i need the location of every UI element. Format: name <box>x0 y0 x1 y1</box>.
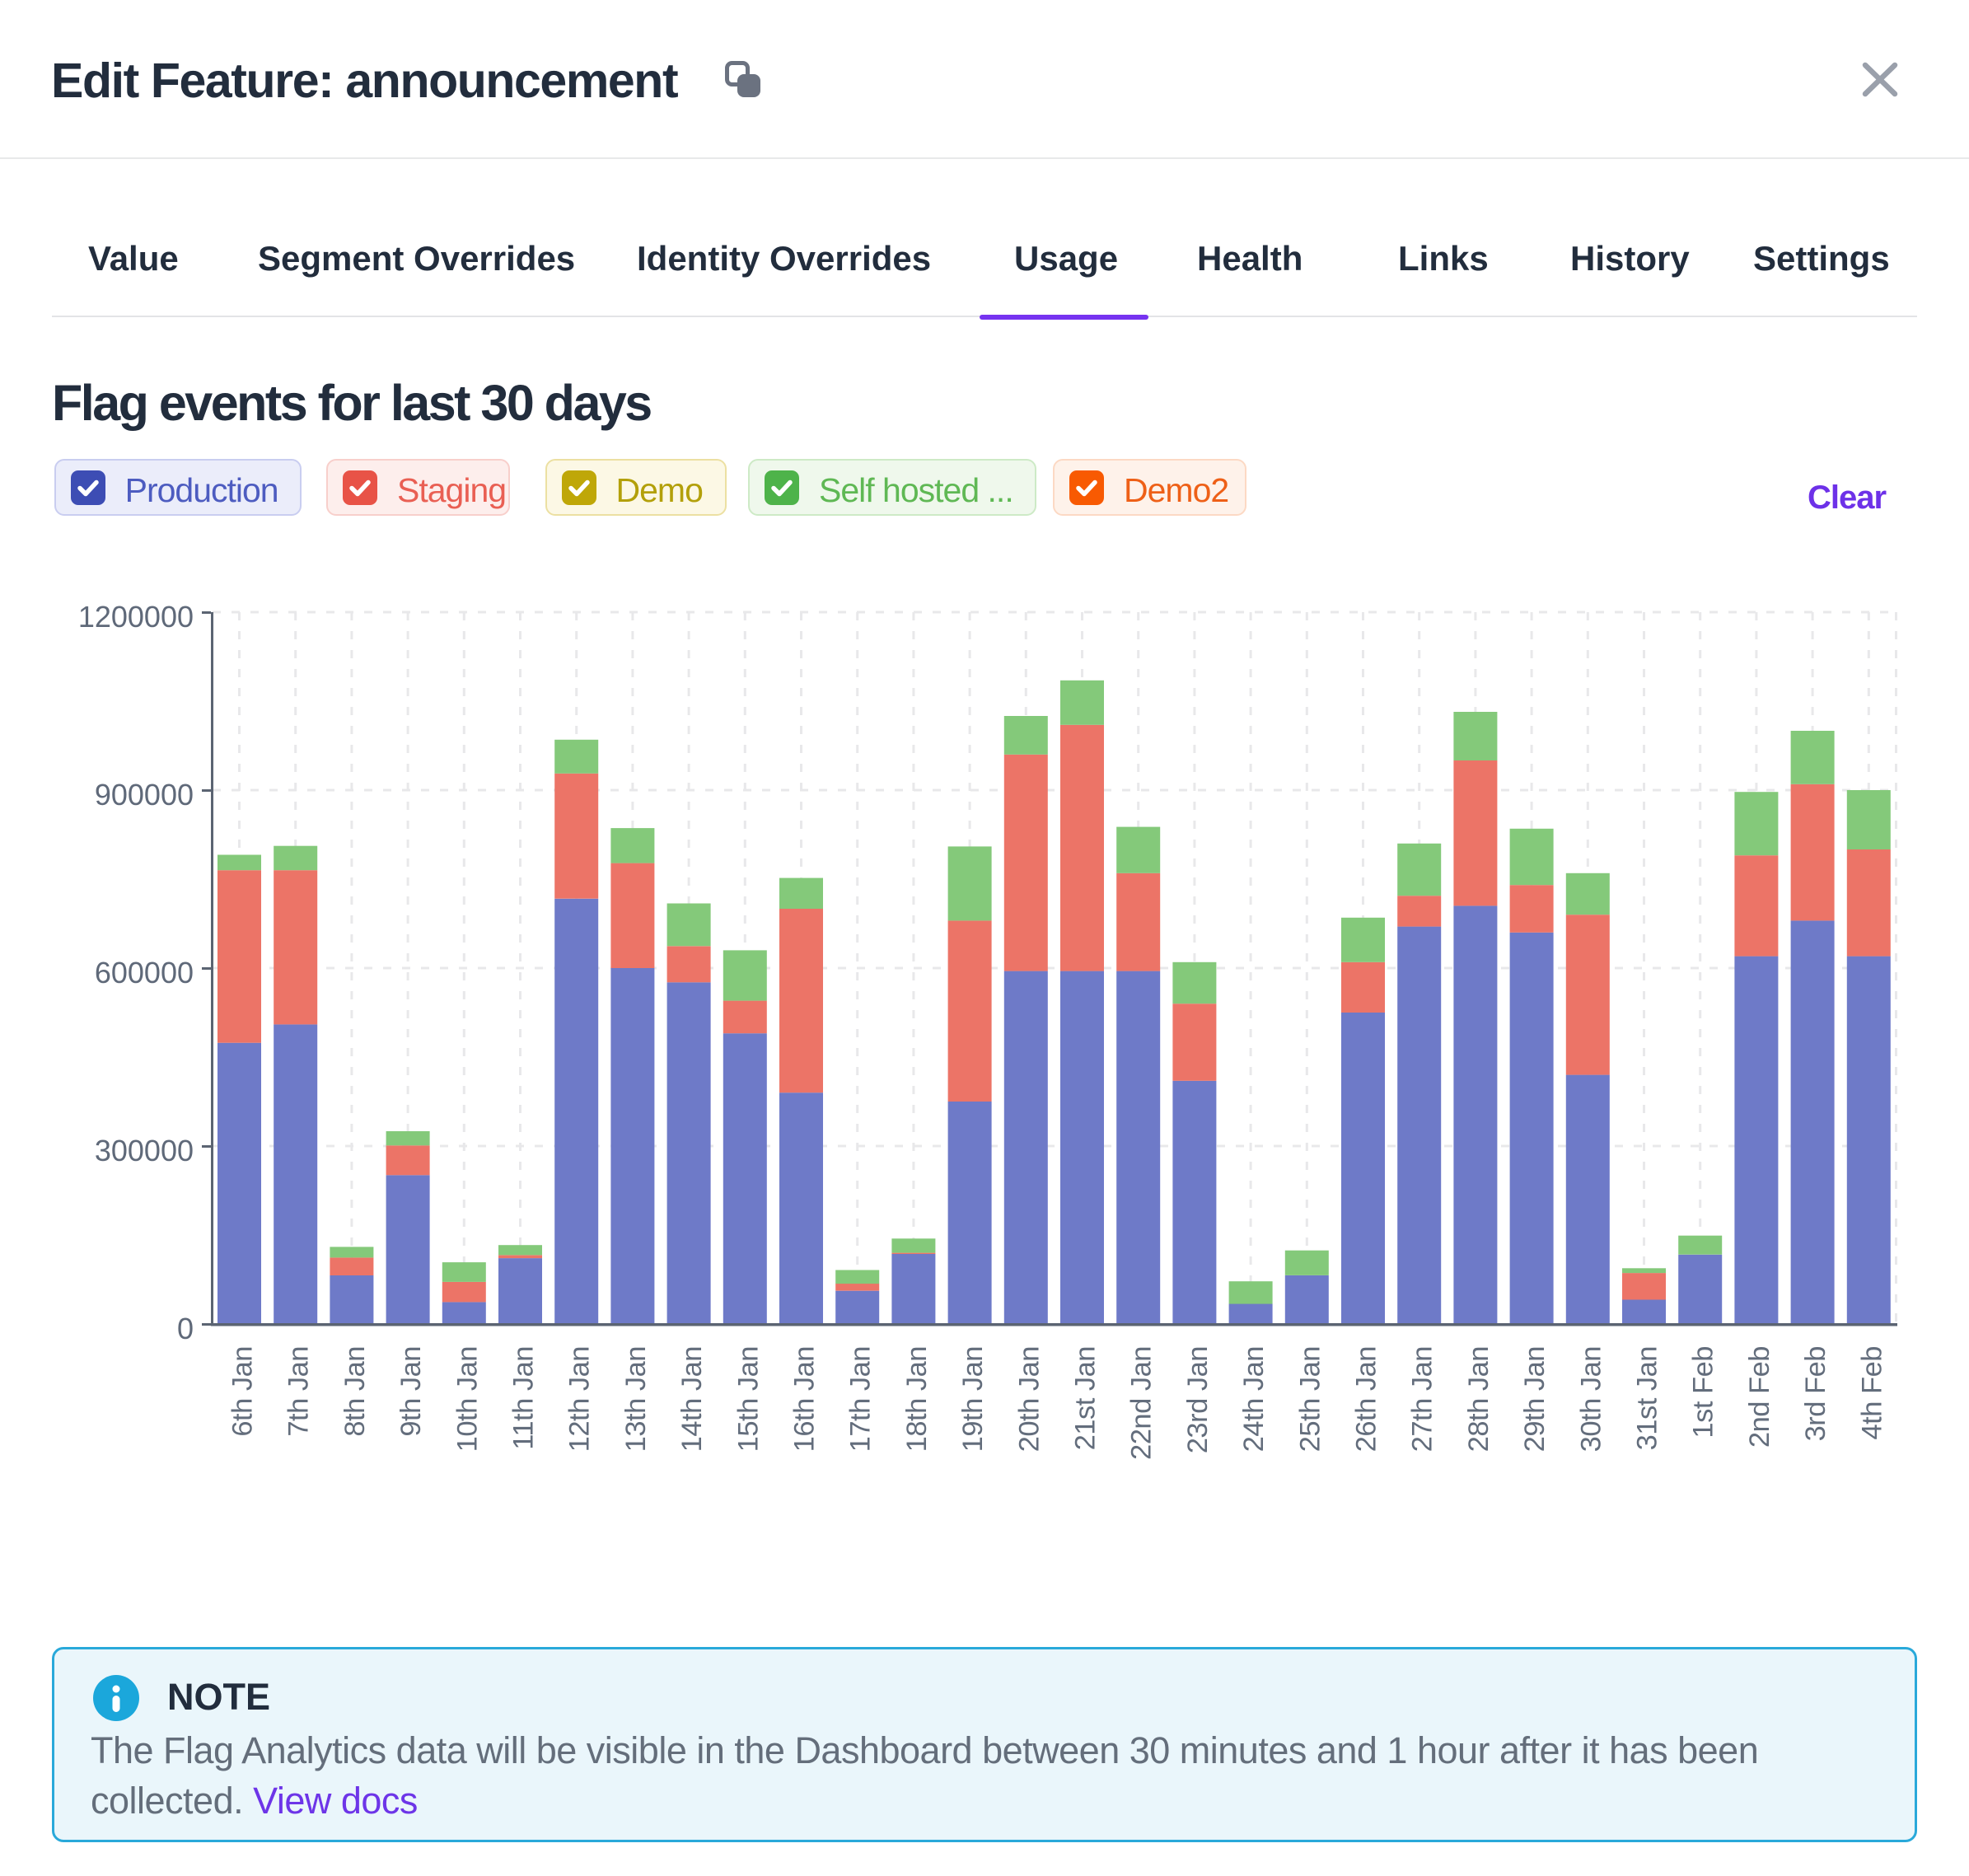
svg-text:30th Jan: 30th Jan <box>1575 1346 1607 1452</box>
svg-text:20th Jan: 20th Jan <box>1013 1346 1045 1452</box>
svg-text:24th Jan: 24th Jan <box>1238 1346 1270 1452</box>
svg-text:10th Jan: 10th Jan <box>451 1346 483 1452</box>
svg-text:31st Jan: 31st Jan <box>1632 1346 1663 1450</box>
svg-text:15th Jan: 15th Jan <box>732 1346 764 1452</box>
svg-text:1st Feb: 1st Feb <box>1688 1346 1719 1439</box>
svg-text:27th Jan: 27th Jan <box>1407 1346 1438 1452</box>
svg-text:2nd Feb: 2nd Feb <box>1744 1346 1775 1448</box>
svg-text:22nd Jan: 22nd Jan <box>1126 1346 1158 1460</box>
svg-text:21st Jan: 21st Jan <box>1070 1346 1101 1450</box>
svg-text:0: 0 <box>177 1312 194 1345</box>
svg-text:6th Jan: 6th Jan <box>227 1346 259 1437</box>
svg-text:12th Jan: 12th Jan <box>564 1346 596 1452</box>
svg-text:600000: 600000 <box>95 956 194 989</box>
svg-text:900000: 900000 <box>95 778 194 812</box>
svg-text:1200000: 1200000 <box>78 600 194 634</box>
svg-text:300000: 300000 <box>95 1134 194 1167</box>
svg-text:23rd Jan: 23rd Jan <box>1182 1346 1214 1453</box>
svg-text:14th Jan: 14th Jan <box>676 1346 708 1452</box>
svg-text:17th Jan: 17th Jan <box>845 1346 877 1452</box>
svg-text:3rd Feb: 3rd Feb <box>1800 1346 1831 1441</box>
svg-text:4th Feb: 4th Feb <box>1856 1346 1887 1440</box>
svg-text:18th Jan: 18th Jan <box>901 1346 933 1452</box>
svg-text:11th Jan: 11th Jan <box>508 1346 540 1450</box>
svg-text:7th Jan: 7th Jan <box>283 1346 315 1437</box>
svg-text:26th Jan: 26th Jan <box>1351 1346 1382 1452</box>
svg-text:28th Jan: 28th Jan <box>1463 1346 1494 1452</box>
svg-text:16th Jan: 16th Jan <box>789 1346 821 1452</box>
svg-text:8th Jan: 8th Jan <box>339 1346 371 1437</box>
svg-text:29th Jan: 29th Jan <box>1519 1346 1550 1452</box>
svg-text:13th Jan: 13th Jan <box>620 1346 652 1452</box>
svg-text:9th Jan: 9th Jan <box>395 1346 427 1437</box>
svg-text:25th Jan: 25th Jan <box>1294 1346 1326 1452</box>
svg-text:19th Jan: 19th Jan <box>957 1346 989 1452</box>
